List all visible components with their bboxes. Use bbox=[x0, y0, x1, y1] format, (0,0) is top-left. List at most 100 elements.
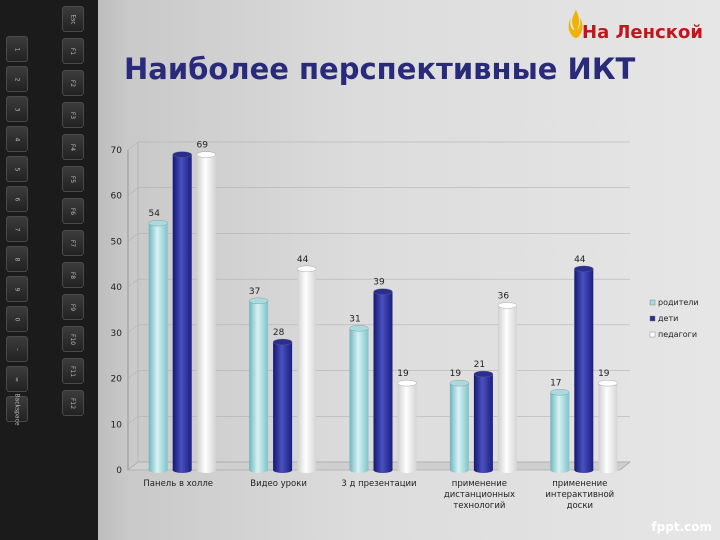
y-tick-label: 30 bbox=[111, 329, 123, 339]
y-tick-label: 0 bbox=[116, 466, 122, 476]
y-tick-label: 20 bbox=[111, 375, 123, 385]
data-label: 44 bbox=[574, 255, 586, 265]
bar-top bbox=[349, 325, 369, 332]
bar bbox=[297, 268, 317, 470]
keyboard-key: 8 bbox=[6, 246, 28, 272]
y-tick-label: 70 bbox=[111, 146, 123, 156]
keyboard-background: 1 2 3 4 5 6 7 8 9 0 - = Backspace Esc F1 F2 F3 F4 F5 F6 F7 F8… bbox=[0, 0, 98, 540]
gridline-diag bbox=[127, 233, 139, 242]
keyboard-key: 4 bbox=[6, 126, 28, 152]
x-tick-label: доски bbox=[567, 501, 593, 511]
keyboard-key: F8 bbox=[62, 262, 84, 288]
bar-base bbox=[297, 467, 317, 473]
bar-base bbox=[349, 467, 369, 473]
page-title: Наиболее перспективные ИКТ bbox=[124, 52, 636, 86]
bar bbox=[196, 154, 216, 471]
x-tick-label: технологий bbox=[453, 501, 505, 511]
keyboard-key: 7 bbox=[6, 216, 28, 242]
bar bbox=[373, 291, 393, 470]
gridline-diag bbox=[127, 187, 139, 196]
bar-base bbox=[172, 467, 192, 473]
x-tick-label: интерактивной bbox=[545, 490, 614, 500]
keyboard-key: = bbox=[6, 366, 28, 392]
gridline-diag bbox=[127, 278, 139, 288]
bar bbox=[598, 383, 618, 470]
keyboard-key: 9 bbox=[6, 276, 28, 302]
bar bbox=[497, 305, 517, 470]
x-tick-label: Видео уроки bbox=[250, 479, 307, 489]
watermark: fppt.com bbox=[651, 520, 712, 534]
logo-text: На Ленской bbox=[582, 22, 703, 43]
data-label: 28 bbox=[273, 328, 285, 338]
x-tick-label: дистанционных bbox=[444, 490, 515, 500]
legend-label: родители bbox=[658, 298, 699, 307]
bar-base bbox=[473, 467, 493, 473]
keyboard-key: F1 bbox=[62, 38, 84, 64]
data-label: 19 bbox=[598, 369, 610, 379]
data-label: 21 bbox=[474, 360, 485, 370]
bar-top bbox=[172, 151, 192, 158]
bar-base bbox=[196, 467, 216, 473]
gridline-diag bbox=[127, 324, 139, 334]
flame-icon bbox=[568, 10, 583, 38]
bar-base bbox=[249, 467, 269, 473]
keyboard-key: Esc bbox=[62, 6, 84, 32]
bar bbox=[473, 374, 493, 470]
keyboard-key: 2 bbox=[6, 66, 28, 92]
bar-top bbox=[148, 219, 168, 227]
logo: На Ленской bbox=[566, 6, 718, 54]
bar-base bbox=[550, 467, 570, 473]
gridline-diag bbox=[127, 141, 139, 151]
gridline-diag bbox=[127, 416, 139, 425]
bar-top bbox=[296, 265, 317, 273]
bar-base bbox=[373, 467, 393, 473]
bar bbox=[397, 383, 417, 470]
y-tick-label: 40 bbox=[111, 283, 123, 293]
keyboard-key: F6 bbox=[62, 198, 84, 224]
bar bbox=[574, 268, 594, 470]
bar-top bbox=[196, 151, 216, 158]
data-label: 36 bbox=[498, 291, 510, 301]
gridline-diag bbox=[127, 461, 139, 471]
bar bbox=[249, 300, 269, 470]
bar bbox=[148, 223, 168, 470]
bar-base bbox=[397, 467, 417, 473]
bar bbox=[449, 383, 469, 470]
data-label: 19 bbox=[397, 369, 409, 379]
bar-top bbox=[574, 265, 594, 273]
keyboard-key: - bbox=[6, 336, 28, 362]
data-label: 19 bbox=[450, 369, 462, 379]
x-tick-label: применение bbox=[552, 479, 607, 489]
bar-top bbox=[497, 302, 518, 309]
bar-top bbox=[397, 379, 417, 387]
y-tick-label: 10 bbox=[111, 420, 123, 430]
keyboard-key: F9 bbox=[62, 294, 84, 320]
bar-base bbox=[574, 467, 594, 473]
bar-top bbox=[373, 288, 393, 295]
bar bbox=[172, 154, 192, 471]
data-label: 31 bbox=[349, 314, 360, 324]
bar bbox=[349, 328, 369, 470]
data-label: 39 bbox=[373, 278, 385, 288]
keyboard-key: F5 bbox=[62, 166, 84, 192]
bar-top bbox=[598, 379, 618, 387]
keyboard-key: F12 bbox=[62, 390, 84, 416]
legend-swatch bbox=[649, 315, 656, 322]
legend-label: педагоги bbox=[658, 330, 697, 339]
bar-base bbox=[273, 467, 293, 473]
keyboard-key: 6 bbox=[6, 186, 28, 212]
data-label: 69 bbox=[196, 141, 208, 151]
keyboard-key: 3 bbox=[6, 96, 28, 122]
data-label: 54 bbox=[148, 209, 160, 219]
keyboard-key: F7 bbox=[62, 230, 84, 256]
x-tick-label: Панель в холле bbox=[143, 479, 213, 489]
y-tick-label: 50 bbox=[111, 237, 123, 247]
keyboard-key: F10 bbox=[62, 326, 84, 352]
bar-top bbox=[272, 338, 293, 346]
keyboard-key: 1 bbox=[6, 36, 28, 62]
bar-top bbox=[449, 379, 470, 387]
y-tick-label: 60 bbox=[111, 192, 123, 202]
legend-swatch bbox=[649, 331, 656, 338]
bar-base bbox=[598, 467, 618, 473]
